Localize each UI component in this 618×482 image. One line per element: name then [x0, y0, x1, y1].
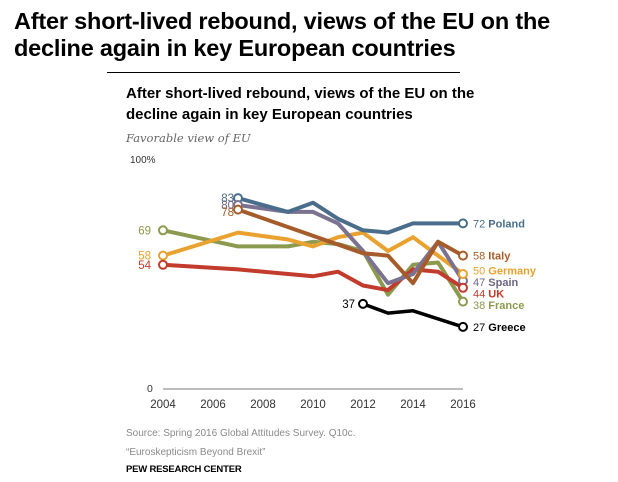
end-label-france: 38 France [473, 300, 524, 312]
end-value: 47 [473, 277, 488, 289]
headline-divider [107, 72, 460, 73]
x-tick-label: 2010 [300, 399, 326, 411]
end-label-italy: 58 Italy [473, 251, 511, 263]
chart-title: After short-lived rebound, views of the … [126, 85, 475, 123]
end-label-greece: 27 Greece [473, 322, 526, 334]
source-note: Source: Spring 2016 Global Attitudes Sur… [126, 428, 356, 439]
series-name: Italy [488, 251, 511, 263]
end-value: 58 [473, 251, 488, 263]
start-value-label-poland: 83 [221, 193, 234, 205]
series-marker-france-start [158, 225, 168, 236]
series-name: Spain [488, 277, 518, 289]
series-name: UK [488, 289, 504, 301]
series-name: France [488, 300, 524, 312]
series-marker-greece-end [458, 321, 468, 332]
end-value: 50 [473, 266, 488, 278]
series-name: Germany [488, 266, 537, 278]
series-marker-italy-end [458, 250, 468, 261]
series-marker-greece-start [358, 298, 368, 309]
end-value: 38 [473, 300, 488, 312]
start-value-label-germany: 58 [138, 251, 151, 263]
series-marker-germany-end [458, 269, 468, 279]
series-line-poland [236, 196, 465, 235]
series-marker-uk-end [458, 282, 468, 293]
organization-name: PEW RESEARCH CENTER [126, 464, 242, 475]
y-tick-label: 100% [130, 155, 156, 166]
series-name: Poland [488, 218, 525, 230]
series-line-italy [236, 207, 465, 286]
series-marker-france-end [458, 296, 468, 307]
x-tick-label: 2004 [150, 399, 176, 411]
x-tick-label: 2012 [350, 399, 376, 411]
series-marker-germany-start [158, 250, 168, 261]
x-tick-label: 2008 [250, 399, 276, 411]
end-label-uk: 44 UK [473, 289, 504, 301]
end-label-germany: 50 Germany [473, 266, 537, 278]
end-value: 72 [473, 218, 488, 230]
end-value: 44 [473, 289, 488, 301]
series-line-greece [361, 302, 465, 329]
series-lines [158, 193, 468, 332]
series-marker-italy-start [233, 204, 243, 215]
report-title: “Euroskepticism Beyond Brexit” [126, 447, 266, 458]
end-label-spain: 47 Spain [473, 277, 519, 289]
start-value-label-italy: 78 [221, 207, 234, 219]
start-value-label-spain: 80 [221, 200, 234, 212]
end-label-poland: 72 Poland [473, 218, 525, 230]
x-tick-label: 2006 [200, 399, 226, 411]
series-marker-poland-end [458, 218, 468, 229]
y-tick-label: 0 [147, 383, 153, 395]
series-marker-uk-start [158, 259, 168, 270]
headline: After short-lived rebound, views of the … [14, 8, 550, 61]
x-tick-label: 2016 [450, 399, 476, 411]
series-line-uk [161, 262, 465, 293]
chart-subtitle: Favorable view of EU [126, 131, 251, 145]
start-value-label-greece: 37 [342, 299, 355, 311]
end-value: 27 [473, 322, 488, 334]
start-value-label-uk: 54 [138, 260, 151, 272]
start-value-label-france: 69 [138, 225, 151, 237]
x-tick-label: 2014 [400, 399, 426, 411]
axis-layer: 100% 0 2004 2006 2008 2010 2012 2014 2016 [130, 155, 476, 411]
series-name: Greece [488, 322, 525, 334]
